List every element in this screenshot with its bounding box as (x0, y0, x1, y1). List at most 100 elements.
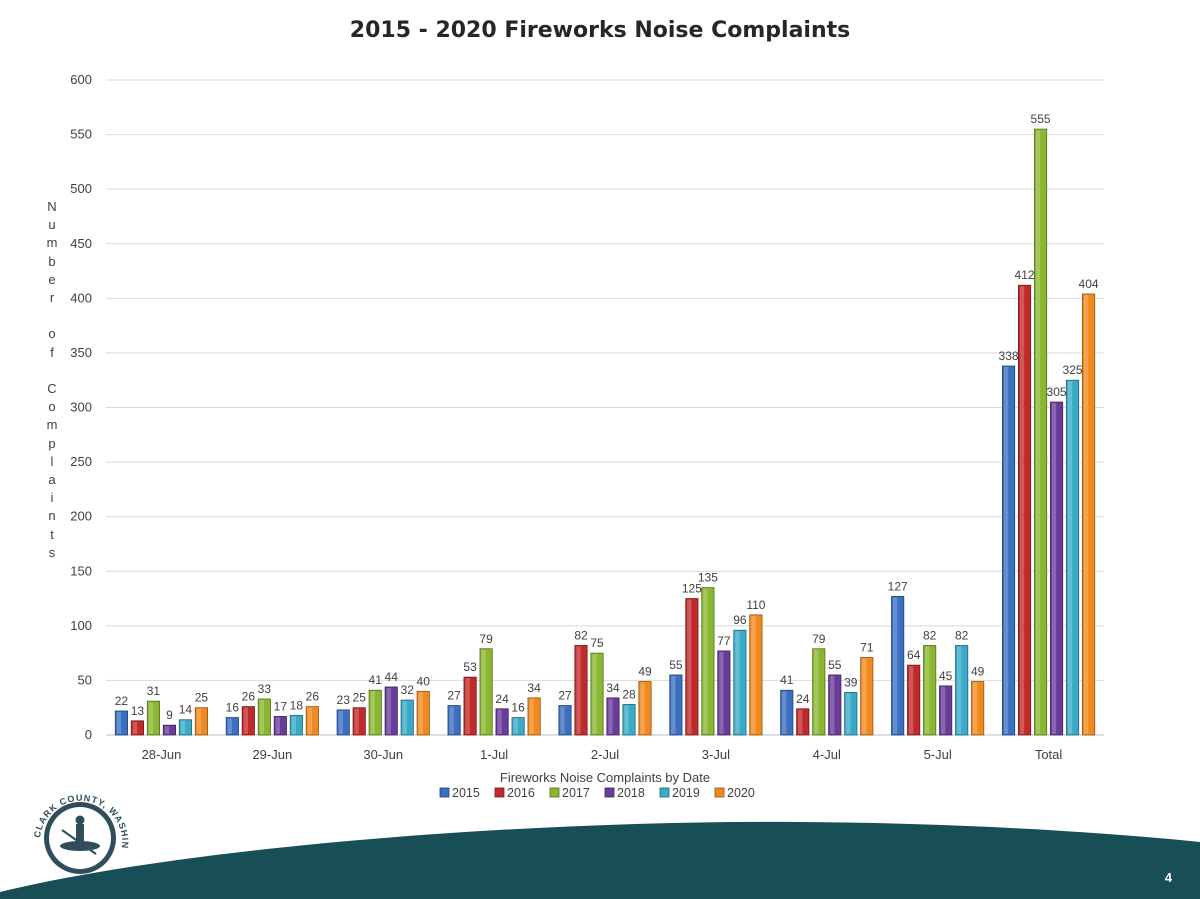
bar-highlight (116, 711, 122, 734)
bar (796, 708, 810, 736)
data-label: 555 (1031, 112, 1051, 126)
bar (844, 692, 858, 736)
bar-highlight (687, 599, 692, 734)
data-label: 24 (495, 692, 509, 706)
bar-highlight (735, 631, 740, 734)
data-label: 71 (860, 640, 874, 654)
data-label: 27 (558, 689, 572, 703)
bar (1018, 284, 1032, 736)
bar (194, 707, 208, 736)
bar-highlight (957, 646, 962, 734)
data-label: 82 (955, 628, 969, 642)
bar-highlight (782, 691, 787, 734)
x-tick-label: 4-Jul (813, 747, 841, 762)
data-label: 110 (746, 598, 765, 612)
data-label: 39 (844, 675, 858, 689)
bar (780, 689, 794, 736)
legend-swatch (659, 787, 670, 798)
bar-highlight (1035, 130, 1041, 734)
data-label: 13 (131, 704, 145, 718)
bar-highlight (418, 692, 423, 734)
bar (178, 719, 192, 736)
bar (638, 681, 652, 736)
bar-highlight (1019, 286, 1025, 734)
bar (574, 645, 588, 736)
bar-highlight (132, 721, 138, 734)
bar-highlight (164, 726, 170, 734)
bar (352, 707, 366, 736)
bar-highlight (973, 682, 978, 734)
data-label: 404 (1079, 277, 1099, 291)
bar (590, 652, 604, 736)
bar (241, 706, 255, 736)
bar (955, 645, 969, 736)
bar-highlight (909, 666, 914, 734)
y-tick-label: 600 (70, 72, 92, 87)
data-label: 125 (682, 582, 702, 596)
data-label: 45 (939, 669, 953, 683)
bar (162, 724, 176, 736)
y-tick-label: 100 (70, 618, 92, 633)
data-label: 338 (999, 349, 1019, 363)
data-label: 16 (226, 701, 240, 715)
data-label: 18 (290, 698, 304, 712)
bar (1034, 128, 1048, 736)
legend-label: 2015 (452, 786, 480, 800)
x-tick-label: 2-Jul (591, 747, 619, 762)
bar-highlight (243, 707, 248, 734)
bar (1002, 365, 1016, 736)
x-tick-label: Total (1035, 747, 1063, 762)
y-axis-ticks: 0 50 100 150 200 250 300 350 400 450 500 550 600 (70, 72, 92, 742)
bar-highlight (640, 682, 645, 734)
footer-band (0, 821, 1200, 899)
y-tick-label: 550 (70, 127, 92, 142)
legend-swatch (549, 787, 560, 798)
data-label: 17 (274, 699, 288, 713)
data-label: 44 (385, 670, 399, 684)
bar-highlight (497, 709, 502, 734)
bar-highlight (624, 705, 629, 734)
bar-highlight (862, 658, 867, 734)
data-label: 75 (590, 636, 604, 650)
x-tick-label: 3-Jul (702, 747, 730, 762)
bar-highlight (402, 701, 407, 734)
bar (733, 629, 747, 736)
bar-highlight (481, 649, 486, 734)
legend-label: 2019 (672, 786, 700, 800)
data-label: 22 (115, 694, 129, 708)
bar (669, 674, 683, 736)
legend-swatch (494, 787, 505, 798)
bar-highlight (941, 686, 946, 734)
bar (384, 686, 398, 736)
bar (336, 709, 350, 736)
data-label: 135 (698, 571, 718, 585)
data-label: 40 (417, 674, 431, 688)
bar (114, 710, 128, 736)
y-tick-label: 200 (70, 509, 92, 524)
legend-swatch (439, 787, 450, 798)
data-label: 26 (242, 690, 256, 704)
data-label: 55 (669, 658, 683, 672)
bar (130, 720, 144, 736)
data-label: 49 (971, 665, 985, 679)
data-label: 53 (463, 660, 477, 674)
data-label: 49 (638, 665, 652, 679)
data-label: 26 (306, 690, 320, 704)
legend-swatch (604, 787, 615, 798)
data-label: 41 (369, 673, 383, 687)
bar-highlight (180, 720, 186, 734)
bar-highlight (291, 716, 296, 734)
y-tick-label: 300 (70, 400, 92, 415)
bar-highlight (719, 651, 724, 734)
data-label: 28 (622, 687, 636, 701)
data-label: 82 (574, 628, 588, 642)
x-axis-title: Fireworks Noise Complaints by Date (500, 770, 710, 785)
x-tick-label: 5-Jul (924, 747, 952, 762)
bar (527, 697, 541, 736)
bar-highlight (449, 706, 454, 734)
legend-label: 2018 (617, 786, 645, 800)
bar-highlight (196, 708, 202, 734)
data-label: 79 (479, 632, 493, 646)
x-axis-ticks: 28-Jun 29-Jun 30-Jun 1-Jul 2-Jul 3-Jul 4-Jul 5-… (142, 747, 1063, 762)
